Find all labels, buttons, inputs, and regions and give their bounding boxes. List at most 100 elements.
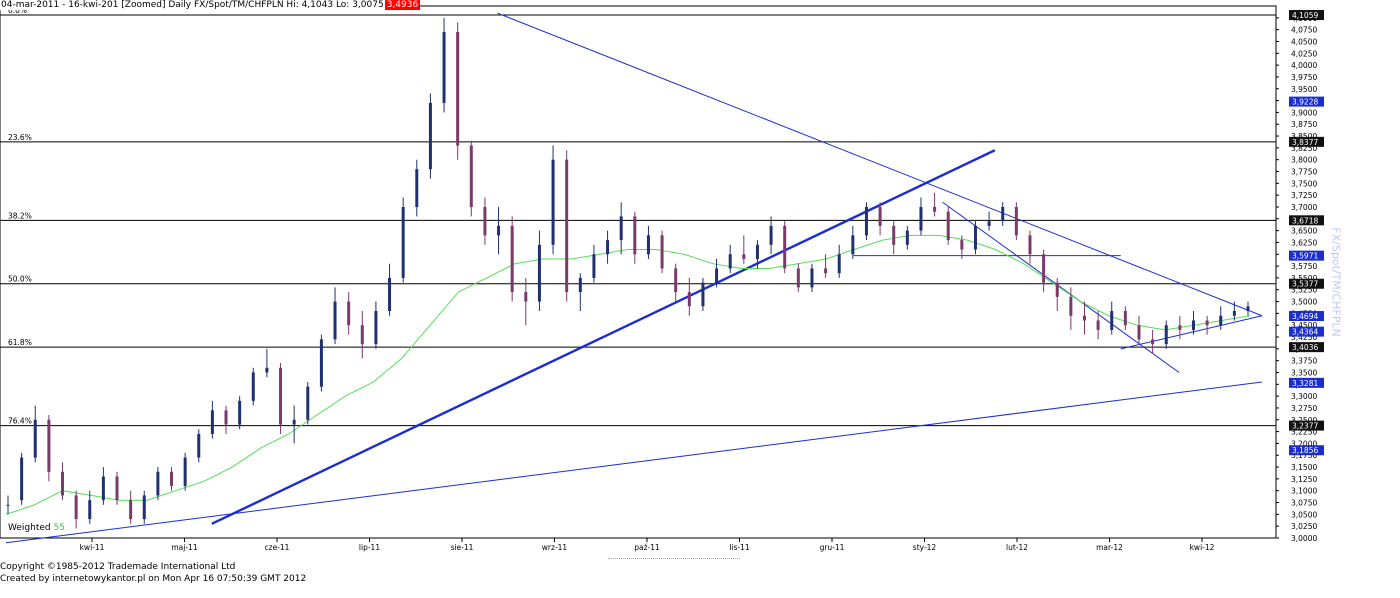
copyright-text: Copyright ©1985-2012 Trademade Internati… (0, 562, 236, 572)
axis-marker-box (1289, 342, 1324, 353)
candle-body (129, 500, 133, 520)
fib-level-label: 0.0% (8, 6, 27, 15)
axis-marker-value: 3,9228 (1292, 98, 1318, 107)
axis-marker-value: 4,1059 (1292, 11, 1318, 20)
y-tick-label: 3,5250 (1291, 286, 1317, 295)
x-tick-label: sie-11 (451, 543, 474, 552)
candle-body (824, 268, 828, 274)
candle-body (469, 145, 473, 207)
x-tick-label: lis-11 (729, 543, 750, 552)
candle-body (415, 169, 419, 207)
candle-body (156, 471, 160, 496)
candle-body (456, 32, 460, 146)
y-tick-label: 3,6500 (1291, 227, 1317, 236)
axis-marker-value: 3,8377 (1292, 138, 1318, 147)
axis-marker-box (1289, 278, 1324, 289)
axis-marker-box (1289, 136, 1324, 147)
x-tick-label: mar-12 (1096, 543, 1123, 552)
y-tick-label: 3,9750 (1291, 73, 1317, 82)
candle-body (633, 216, 637, 255)
candle-body (810, 268, 814, 288)
candle-body (61, 471, 65, 496)
candle-body (1205, 320, 1209, 326)
footer: Copyright ©1985-2012 Trademade Internati… (0, 561, 306, 585)
axis-marker-box (1289, 377, 1324, 388)
candle-body (265, 367, 269, 373)
fib-level-label: 23.6% (8, 133, 32, 142)
candle-body (878, 206, 882, 226)
axis-markers: 4,1059 3,9228 3,8377 3,6718 3,5971 3,5377 3,46… (1289, 10, 1324, 456)
y-tick-label: 3,1000 (1291, 487, 1317, 496)
x-tick-label: lut-12 (1006, 543, 1028, 552)
axis-marker-value: 3,4694 (1292, 312, 1318, 321)
candle-body (319, 339, 323, 387)
trendline (1120, 315, 1263, 350)
y-tick-label: 3,3000 (1291, 392, 1317, 401)
axis-marker-value: 3,5377 (1292, 280, 1318, 289)
candle-body (742, 254, 746, 259)
candle-body (1246, 306, 1250, 312)
candle-body (306, 386, 310, 420)
candle-body (1137, 325, 1141, 340)
candle-body (1178, 325, 1182, 330)
y-tick-label: 3,6250 (1291, 238, 1317, 247)
candle-body (279, 367, 283, 425)
y-tick-label: 3,1250 (1291, 475, 1317, 484)
instrument-name: FX/Spot/TM/CHFPLN (1329, 227, 1343, 337)
y-tick-label: 3,5750 (1291, 262, 1317, 271)
y-tick-label: 3,7500 (1291, 179, 1317, 188)
candle-body (524, 292, 528, 302)
candle-body (1082, 315, 1086, 321)
candle-body (946, 211, 950, 241)
candle-body (1219, 315, 1223, 326)
weighted-ma-line (5, 234, 1251, 515)
candle-body (374, 311, 378, 345)
candle-body (170, 471, 174, 486)
candle-body (292, 419, 296, 425)
candle-body (987, 221, 991, 226)
y-tick-label: 3,0500 (1291, 510, 1317, 519)
candle-body (333, 301, 337, 340)
candle-body (1164, 325, 1168, 345)
candles (6, 17, 1250, 529)
y-tick-label: 3,8750 (1291, 120, 1317, 129)
candle-body (728, 254, 732, 269)
candle-body (442, 32, 446, 103)
candle-body (769, 225, 773, 245)
plot-frame (0, 5, 1277, 539)
y-tick-label: 3,4500 (1291, 321, 1317, 330)
candle-body (687, 292, 691, 307)
candle-body (20, 457, 24, 501)
y-tick-label: 3,0750 (1291, 499, 1317, 508)
candle-body (933, 206, 937, 212)
axis-marker-value: 3,4036 (1292, 343, 1318, 352)
candle-body (1069, 296, 1073, 316)
candle-body (578, 277, 582, 293)
candle-body (251, 372, 255, 401)
y-tick-label: 3,8000 (1291, 156, 1317, 165)
candle-body (537, 244, 541, 302)
x-tick-label: sty-12 (913, 543, 937, 552)
x-tick-label: gru-11 (820, 543, 845, 552)
axis-marker-value: 3,3281 (1292, 379, 1318, 388)
axis-marker-box (1289, 250, 1324, 261)
axis-marker-box (1289, 326, 1324, 337)
y-tick-label: 3,9000 (1291, 108, 1317, 117)
x-tick-label: kwi-12 (1190, 543, 1215, 552)
candle-body (1232, 311, 1236, 316)
ma-legend-label: Weighted 55 (8, 523, 65, 533)
x-tick-label: paź-11 (634, 543, 660, 552)
x-tick-label: wrz-11 (542, 543, 568, 552)
candle-body (551, 159, 555, 245)
candle-body (6, 504, 10, 506)
y-tick-label: 3,2250 (1291, 428, 1317, 437)
candle-body (660, 235, 664, 269)
y-axis: 3,0000 3,0250 3,0500 3,0750 3,1000 3,1250 3,15… (1276, 14, 1317, 543)
y-tick-label: 3,2500 (1291, 416, 1317, 425)
y-tick-label: 3,8500 (1291, 132, 1317, 141)
candle-body (606, 240, 610, 255)
candle-body (347, 301, 351, 326)
chart-scroller[interactable] (608, 558, 740, 563)
y-tick-label: 3,3750 (1291, 357, 1317, 366)
candle-body (715, 268, 719, 283)
